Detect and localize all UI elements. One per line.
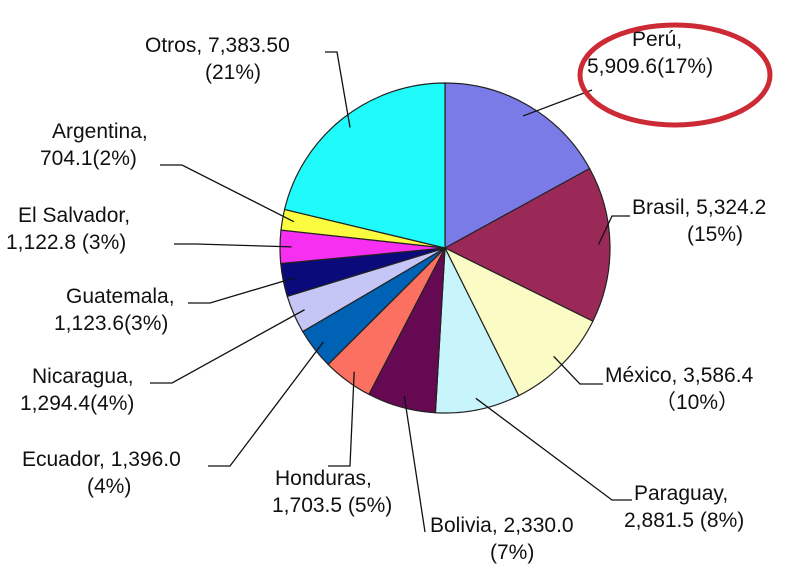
label-peru-line-2: 5,909.6(17%) bbox=[587, 55, 713, 78]
slice-brasil bbox=[443, 167, 611, 323]
label-brasil-line-1: Brasil, 5,324.2 bbox=[632, 196, 766, 219]
label-ecuador: Ecuador, 1,396.0 (4%) bbox=[22, 448, 181, 498]
label-peru-line-1: Perú, bbox=[632, 28, 682, 51]
label-paraguay-line-2: 2,881.5 (8%) bbox=[624, 509, 744, 532]
label-guatemala: Guatemala, 1,123.6(3%) bbox=[54, 285, 175, 335]
label-guatemala-line-2: 1,123.6(3%) bbox=[54, 312, 168, 335]
leader-mexico bbox=[553, 355, 603, 385]
leader-otros bbox=[325, 51, 351, 128]
label-paraguay-line-1: Paraguay, bbox=[634, 482, 728, 505]
leader-peru bbox=[522, 89, 593, 117]
label-ecuador-line-1: Ecuador, 1,396.0 bbox=[22, 448, 181, 471]
label-ecuador-line-2: (4%) bbox=[87, 475, 131, 498]
label-otros-line-2: (21%) bbox=[205, 61, 261, 84]
leader-guatemala bbox=[188, 277, 295, 304]
label-honduras-line-2: 1,703.5 (5%) bbox=[272, 494, 392, 517]
label-argentina-line-2: 704.1(2%) bbox=[40, 147, 137, 170]
slice-otros bbox=[283, 82, 446, 249]
leader-lines bbox=[150, 51, 632, 533]
leader-brasil bbox=[597, 215, 630, 245]
label-nicaragua-line-2: 1,294.4(4%) bbox=[20, 392, 134, 415]
label-honduras: Honduras, 1,703.5 (5%) bbox=[272, 467, 392, 517]
label-mexico-line-1: México, 3,586.4 bbox=[605, 364, 754, 387]
label-nicaragua: Nicaragua, 1,294.4(4%) bbox=[20, 365, 134, 415]
slice-paraguay bbox=[434, 245, 520, 414]
leader-bolivia bbox=[403, 395, 426, 533]
label-paraguay: Paraguay, 2,881.5 (8%) bbox=[624, 482, 744, 532]
label-el-salvador-line-2: 1,122.8 (3%) bbox=[6, 231, 126, 254]
label-brasil-line-2: (15%) bbox=[687, 223, 743, 246]
label-nicaragua-line-1: Nicaragua, bbox=[32, 365, 134, 388]
label-guatemala-line-1: Guatemala, bbox=[66, 285, 175, 308]
label-argentina-line-1: Argentina, bbox=[52, 120, 148, 143]
slice-peru bbox=[444, 82, 591, 250]
label-argentina: Argentina, 704.1(2%) bbox=[40, 120, 148, 170]
leader-honduras bbox=[328, 371, 355, 467]
leader-paraguay bbox=[475, 397, 632, 501]
label-otros: Otros, 7,383.50 (21%) bbox=[145, 34, 290, 84]
label-bolivia: Bolivia, 2,330.0 (7%) bbox=[430, 514, 574, 564]
leader-argentina bbox=[160, 164, 295, 223]
label-mexico: México, 3,586.4 （10%） bbox=[605, 364, 754, 414]
label-honduras-line-1: Honduras, bbox=[275, 467, 372, 490]
slice-labels: Perú, 5,909.6(17%) Brasil, 5,324.2 (15%) Méx… bbox=[6, 28, 766, 564]
highlight-ellipse bbox=[577, 22, 773, 128]
label-brasil: Brasil, 5,324.2 (15%) bbox=[632, 196, 766, 246]
label-el-salvador: El Salvador, 1,122.8 (3%) bbox=[6, 204, 130, 254]
label-otros-line-1: Otros, 7,383.50 bbox=[145, 34, 290, 57]
label-peru: Perú, 5,909.6(17%) bbox=[587, 28, 713, 78]
leader-nicaragua bbox=[150, 309, 305, 384]
leader-el-salvador bbox=[174, 243, 292, 248]
leader-ecuador bbox=[208, 341, 325, 467]
label-el-salvador-line-1: El Salvador, bbox=[18, 204, 130, 227]
label-mexico-line-2: （10%） bbox=[655, 391, 739, 414]
label-bolivia-line-1: Bolivia, 2,330.0 bbox=[430, 514, 574, 537]
label-bolivia-line-2: (7%) bbox=[490, 541, 534, 564]
